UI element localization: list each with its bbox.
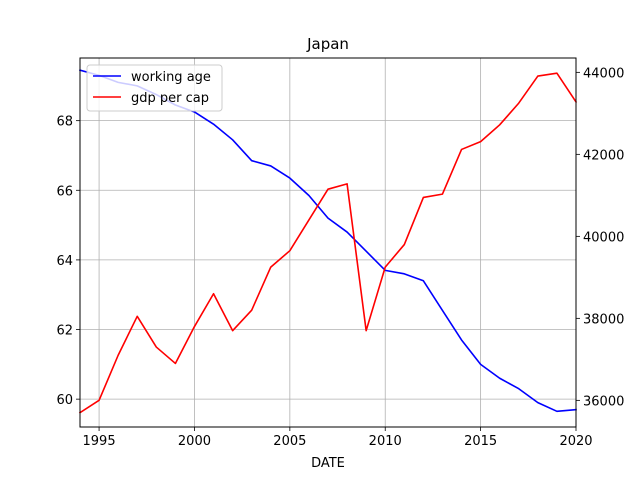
x-tick-label: 2015: [464, 434, 497, 449]
chart-title: Japan: [306, 35, 349, 53]
plot-frame: [79, 57, 577, 428]
x-tick-label: 2010: [369, 434, 402, 449]
legend-label-gdp-per-cap: gdp per cap: [131, 91, 209, 106]
x-axis-label: DATE: [311, 456, 345, 471]
ticks: 1995 2000 2005 2010 2015 2020 60 62 64 66 68 36000 3…: [56, 66, 624, 449]
y-tick-label: 60: [56, 393, 73, 408]
y-right-tick-label: 38000: [583, 312, 624, 327]
y-right-tick-label: 36000: [583, 394, 624, 409]
y-tick-label: 68: [56, 115, 73, 130]
series-line-gdp-per-cap: [78, 72, 578, 414]
legend-label-working-age: working age: [131, 70, 211, 85]
y-right-tick-label: 42000: [583, 148, 624, 163]
legend: working age gdp per cap: [86, 64, 223, 112]
y-tick-label: 62: [56, 324, 73, 339]
y-right-tick-label: 40000: [583, 230, 624, 245]
x-tick-label: 2000: [178, 434, 211, 449]
y-tick-label: 64: [56, 254, 73, 269]
x-tick-label: 2020: [559, 434, 592, 449]
y-right-tick-label: 44000: [583, 66, 624, 81]
x-tick-label: 1995: [83, 434, 116, 449]
x-tick-label: 2005: [273, 434, 306, 449]
y-tick-label: 66: [56, 184, 73, 199]
